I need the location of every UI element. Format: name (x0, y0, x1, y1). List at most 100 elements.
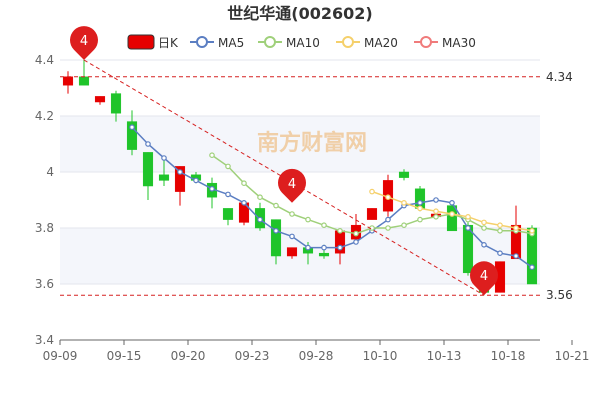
legend-swatch-dot (264, 36, 276, 48)
ma5-point (449, 200, 455, 206)
candle-body (174, 166, 186, 192)
candle (158, 158, 170, 186)
ma10-point (257, 194, 263, 201)
ma5-point (225, 191, 231, 198)
ma20-point (513, 225, 519, 231)
ma5-point (145, 141, 151, 147)
y-tick-label: 4 (46, 165, 54, 179)
ma10-point (225, 163, 231, 170)
ma20-point (417, 205, 423, 212)
legend-swatch-dot (342, 36, 354, 48)
ma10-point (321, 222, 327, 229)
candle (222, 208, 234, 226)
pin-marker: 4 (470, 261, 499, 296)
legend-label: MA30 (442, 36, 476, 50)
ma5-point (241, 200, 247, 206)
candle (286, 247, 298, 259)
ma20-point (385, 194, 391, 201)
overlays: 4.34 3.56 4 4 4 (60, 26, 573, 302)
legend-swatch-candle (127, 34, 155, 50)
candle-body (462, 224, 474, 274)
ma5-point (385, 216, 391, 223)
candle-body (222, 208, 234, 220)
x-tick-label: 10-13 (427, 349, 462, 363)
candle-body (446, 205, 458, 232)
candle-body (142, 152, 154, 187)
y-tick-label: 3.6 (35, 277, 54, 291)
reference-line-label: 3.56 (546, 288, 573, 302)
x-tick-label: 10-21 (555, 349, 590, 363)
candle-body (126, 121, 138, 150)
ma5-point (209, 186, 215, 192)
y-tick-label: 3.4 (35, 333, 54, 347)
pin-label: 4 (288, 177, 296, 192)
candle-body (318, 252, 330, 257)
legend-label: MA10 (286, 36, 320, 50)
ma5-point (481, 242, 487, 248)
candle-body (62, 76, 74, 86)
ma5-point (417, 200, 423, 206)
candle-body (366, 208, 378, 220)
candle (462, 222, 474, 276)
candle-body (286, 247, 298, 257)
axes: 3.4 3.6 3.8 4 4.2 4.4 09-09 09-15 09-20 09-23 09-2… (35, 53, 590, 363)
ma5-point (161, 155, 167, 161)
plot-band (60, 116, 540, 172)
ma5-point (177, 169, 183, 175)
candle (366, 208, 378, 220)
reference-line-label: 4.34 (546, 70, 573, 84)
candle (142, 152, 154, 200)
candle-body (398, 171, 410, 178)
ma5-line (131, 126, 533, 268)
x-tick-label: 09-20 (171, 349, 206, 363)
ma10-point (497, 228, 503, 234)
ma20-point (481, 219, 487, 226)
y-tick-label: 4.4 (35, 53, 54, 67)
plot-band (60, 284, 540, 340)
ma5-point (289, 233, 295, 240)
ma10-point (273, 202, 279, 209)
legend-label: MA20 (364, 36, 398, 50)
candle-body (526, 227, 538, 285)
candle-body (94, 96, 106, 103)
candle (446, 202, 458, 232)
ma5-point (497, 250, 503, 257)
ma10-point (353, 230, 359, 237)
candle (270, 219, 282, 265)
ma5-point (193, 177, 199, 184)
ma5-point (273, 228, 279, 234)
ma5-point (129, 124, 135, 131)
legend-label: 日K (158, 36, 179, 50)
pin-marker: 4 (70, 26, 98, 61)
ma5-point (513, 253, 519, 259)
x-tick-label: 10-18 (491, 349, 526, 363)
chart-title: 世纪华通(002602) (227, 4, 372, 23)
plot-band (60, 60, 540, 116)
pin-shape (70, 26, 98, 61)
ma10-point (385, 225, 391, 231)
pin-label: 4 (480, 269, 488, 284)
legend-swatch-dot (420, 36, 432, 48)
ma-lines (129, 124, 535, 271)
ma10-point (433, 214, 439, 220)
ma20-point (449, 211, 455, 217)
ma10-point (241, 180, 247, 187)
ma5-point (529, 264, 535, 271)
x-tick-label: 10-10 (363, 349, 398, 363)
legend: 日K MA5 MA10 MA20 MA30 (127, 34, 476, 50)
candle (126, 110, 138, 156)
candle-body (270, 219, 282, 257)
ma10-point (337, 228, 343, 234)
y-tick-label: 4.2 (35, 109, 54, 123)
plot-band (60, 228, 540, 284)
pin-label: 4 (80, 34, 88, 49)
candle-body (158, 174, 170, 181)
candle (110, 90, 122, 122)
ma5-point (305, 244, 311, 251)
ma20-point (401, 200, 407, 206)
candles (62, 60, 538, 296)
pin-shape (470, 261, 499, 296)
ma10-point (401, 222, 407, 229)
ma20-point (465, 214, 471, 220)
